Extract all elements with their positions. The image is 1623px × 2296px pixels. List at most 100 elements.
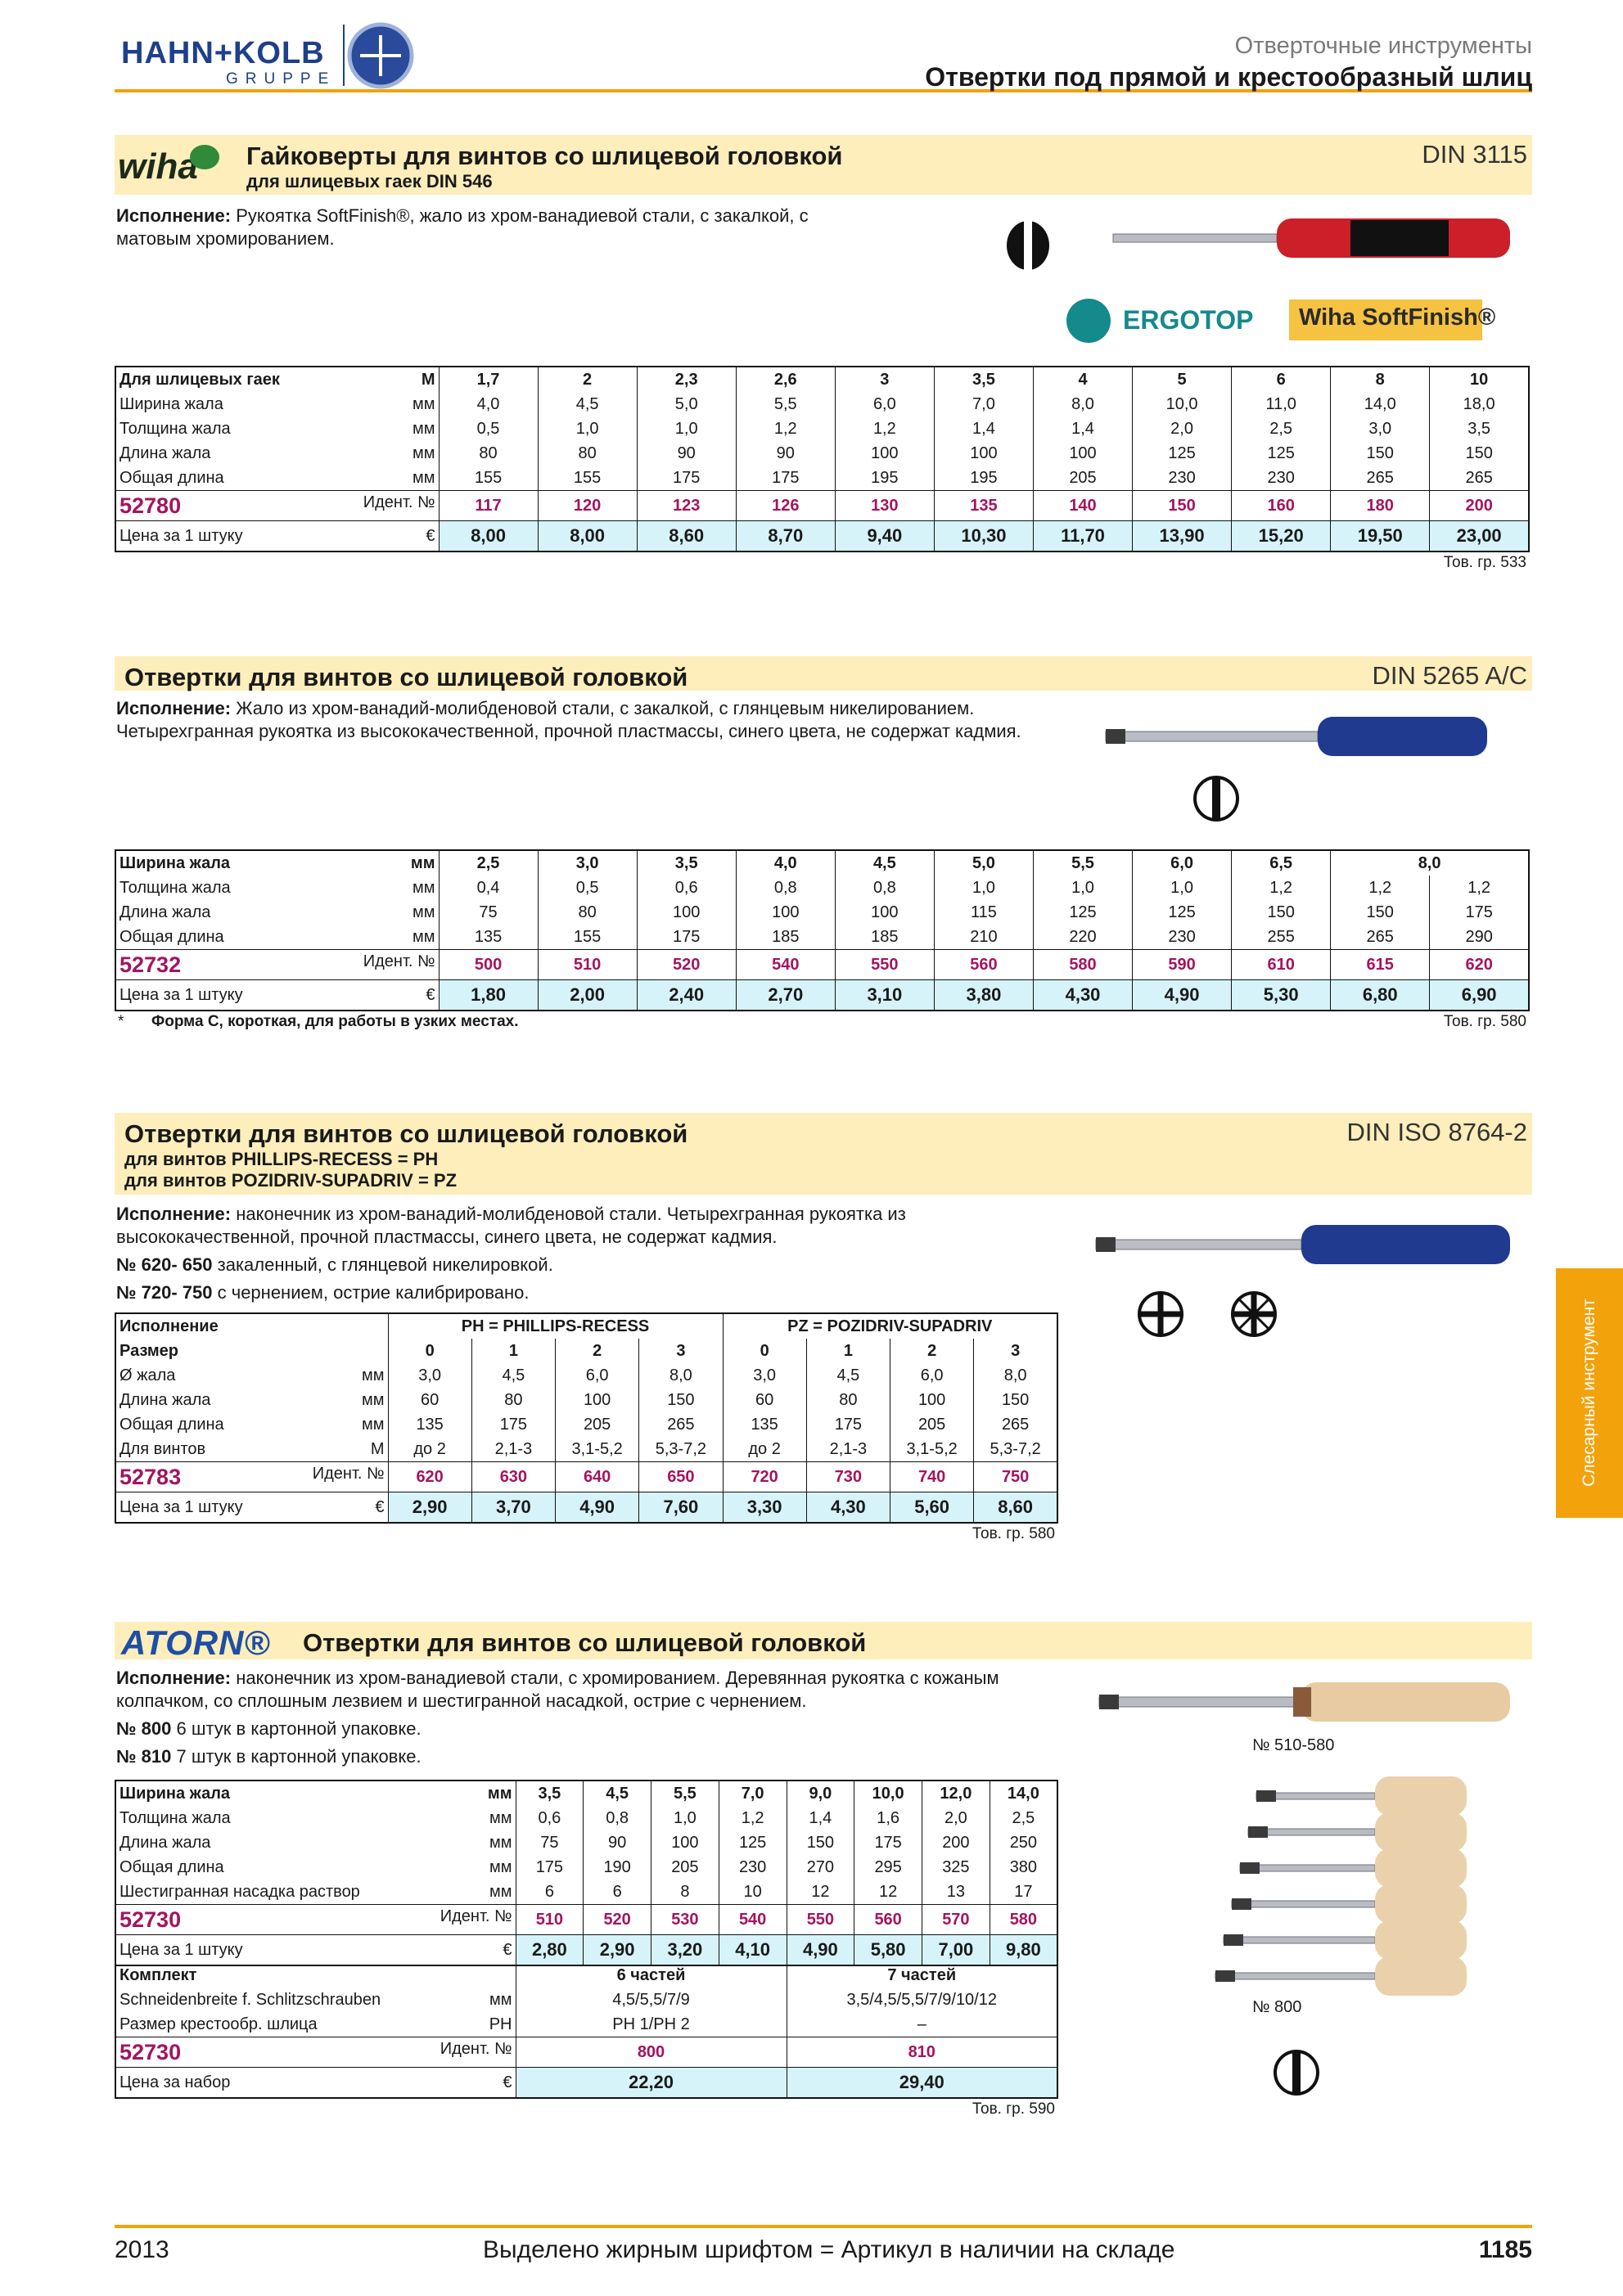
section-band: wiha Гайковерты для винтов со шлицевой го… <box>115 135 1532 195</box>
table-cell: 9,40 <box>834 520 935 551</box>
table-cell: 135 <box>438 925 539 950</box>
table-cell: 120 <box>537 490 638 521</box>
table-cell: 3,70 <box>471 1492 556 1523</box>
table-cell: 22,20 <box>515 2067 787 2098</box>
table-cell: 4,30 <box>1032 979 1133 1011</box>
table-cell: 220 <box>1032 925 1133 950</box>
table-cell: 2,0 <box>922 1806 990 1830</box>
table-cell: 17 <box>989 1880 1057 1905</box>
description-text: Жало из хром-ванадий-молибденовой стали,… <box>116 698 1021 741</box>
row-unit: мм <box>362 1390 385 1409</box>
row-unit: мм <box>362 1366 385 1384</box>
description-lead: Исполнение: <box>116 698 232 718</box>
table-cell: 60 <box>722 1388 807 1412</box>
section-title: Отвертки для винтов со шлицевой головкой <box>124 663 688 691</box>
article-row: 52730 Идент. № 510 520 530 540 550 560 570 580 <box>115 1904 1057 1935</box>
table-cell: 1,2 <box>735 416 836 441</box>
article-label: 52783 Идент. № <box>115 1461 388 1492</box>
table-cell: 290 <box>1429 925 1529 950</box>
table-cell: 5,3-7,2 <box>638 1437 723 1462</box>
table-cell: 5,0 <box>933 850 1034 876</box>
side-tab: Слесарный инструмент <box>1556 1268 1623 1518</box>
table-row: Длина жала мм 75 80 100 100 100 115 125 125 150 150… <box>115 900 1529 925</box>
table-cell: 265 <box>1330 925 1430 950</box>
table-cell: 270 <box>786 1855 854 1880</box>
table-cell: 150 <box>1429 441 1529 466</box>
section-subtitle: для шлицевых гаек DIN 546 <box>246 171 493 191</box>
table-cell: 2,5 <box>438 850 539 876</box>
table-row: Исполнение PH = PHILLIPS-RECESS PZ = POZID… <box>115 1313 1057 1339</box>
table-cell: 135 <box>722 1412 807 1437</box>
table-cell: 205 <box>889 1412 974 1437</box>
table-cell: 2,1-3 <box>805 1437 890 1462</box>
table-row: Толщина жала мм 0,6 0,8 1,0 1,2 1,4 1,6 2,0 2,5 <box>115 1806 1057 1830</box>
page-number: 1185 <box>1478 2236 1532 2263</box>
table-cell: 1,4 <box>933 416 1034 441</box>
table-cell: 5,30 <box>1231 979 1331 1011</box>
description-paragraph: Исполнение: наконечник из хром-ванадиево… <box>116 1667 1066 1713</box>
table-cell: 13,90 <box>1132 520 1232 551</box>
tip <box>1106 729 1125 744</box>
table-cell: 2,3 <box>636 367 737 392</box>
table-row: Длина жала мм 60 80 100 150 60 80 100 150 <box>115 1388 1057 1412</box>
product-group: Тов. гр. 580 <box>972 1525 1055 1542</box>
table-cell: 8,00 <box>438 520 539 551</box>
table-cell: 2,90 <box>387 1492 472 1523</box>
table-cell: 175 <box>854 1830 922 1855</box>
cross-icon-diag <box>1238 1298 1270 1330</box>
table-cell: 210 <box>933 925 1034 950</box>
table-cell: 125 <box>1132 900 1232 925</box>
tip <box>1240 1862 1260 1874</box>
table-cell: 7,60 <box>638 1492 723 1523</box>
table-cell: 550 <box>786 1904 854 1935</box>
section-subtitle: для винтов POZIDRIV-SUPADRIV = PZ <box>124 1170 458 1191</box>
table-cell: 150 <box>1132 490 1232 521</box>
table-cell: 1,2 <box>718 1806 787 1830</box>
description: Исполнение: Жало из хром-ванадий-молибде… <box>116 697 1066 748</box>
table-cell: 90 <box>583 1830 651 1855</box>
price-row: Цена за 1 штуку €1,80 2,00 2,40 2,70 3,10 3,80… <box>115 979 1529 1011</box>
table-cell: 0,8 <box>583 1806 651 1830</box>
table-cell: 6 частей <box>515 1963 787 1988</box>
price-row: Цена за набор €22,20 29,40 <box>115 2067 1057 2098</box>
table-cell: 740 <box>889 1461 974 1492</box>
table-cell: 620 <box>387 1461 472 1492</box>
table-cell: 1,4 <box>786 1806 854 1830</box>
table-cell: 1,0 <box>636 416 737 441</box>
table-cell: 3,1-5,2 <box>889 1437 974 1462</box>
table-cell: 1,7 <box>438 367 539 392</box>
table-cell: 12 <box>786 1880 854 1905</box>
row-unit <box>352 1313 388 1339</box>
table-cell: 7,0 <box>718 1781 787 1806</box>
table-cell: 8,00 <box>537 520 638 551</box>
price-unit: € <box>403 520 439 551</box>
table-cell: 3 <box>973 1339 1057 1363</box>
table-cell: до 2 <box>387 1437 472 1462</box>
table-cell: 10,30 <box>933 520 1034 551</box>
table-cell: 100 <box>1032 441 1133 466</box>
table-cell: 10,0 <box>854 1781 922 1806</box>
table-cell: 125 <box>1231 441 1331 466</box>
shaft <box>1239 1864 1376 1872</box>
table-cell: 2 <box>889 1339 974 1363</box>
table-cell: 10 <box>1429 367 1529 392</box>
row-unit: мм <box>413 927 435 946</box>
table-row: Общая длина мм 175 190 205 230 270 295 325 380 <box>115 1855 1057 1880</box>
price-label: Цена за 1 штуку <box>115 520 403 551</box>
table-row: Размер 0 1 2 3 0 1 2 3 <box>115 1339 1057 1363</box>
table-cell: 123 <box>636 490 737 521</box>
table-cell: 4,30 <box>805 1492 890 1523</box>
table-cell: 1,0 <box>1132 876 1232 900</box>
table-cell: 8,0 <box>1032 392 1133 416</box>
table-cell: 4,10 <box>718 1934 787 1965</box>
table-cell: 500 <box>438 949 539 980</box>
table-cell: 4 <box>1032 367 1133 392</box>
table-cell: 80 <box>471 1388 556 1412</box>
table-cell: 720 <box>722 1461 807 1492</box>
table-cell: 580 <box>1032 949 1133 980</box>
table-cell: 2,90 <box>583 1934 651 1965</box>
table-cell: 175 <box>515 1855 584 1880</box>
row-unit: мм <box>413 443 435 462</box>
table-cell: 640 <box>554 1461 639 1492</box>
table-cell: 185 <box>834 925 935 950</box>
